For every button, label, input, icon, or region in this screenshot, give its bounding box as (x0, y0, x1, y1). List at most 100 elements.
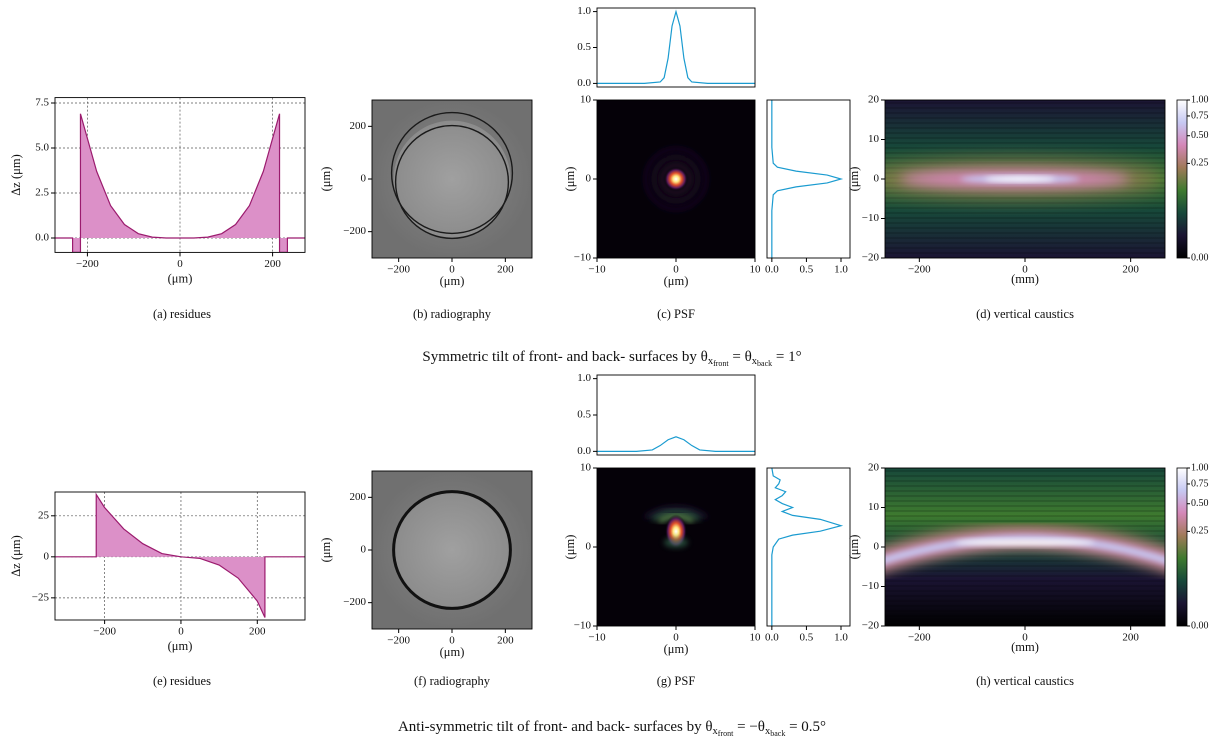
y-tick-label: 0 (874, 541, 880, 553)
colorbar-tick-label: 0.00 (1191, 252, 1209, 263)
y-tick-label: 25 (38, 509, 50, 521)
colorbar-tick-label: 0.00 (1191, 620, 1209, 631)
axes-frame (55, 492, 305, 620)
y-tick-label: −10 (862, 580, 880, 592)
y-tick-label: −20 (862, 620, 880, 632)
psf-halo (664, 537, 688, 547)
colorbar-tick-label: 0.50 (1191, 498, 1209, 509)
y-tick-label: 10 (868, 133, 880, 145)
panel-caption: (a) residues (153, 307, 211, 321)
y-tick-label: 0.0 (577, 445, 591, 457)
x-tick-label: −10 (588, 264, 606, 276)
y-tick-label: 20 (868, 462, 880, 474)
y-tick-label: 7.5 (35, 97, 49, 109)
caption-part: Symmetric tilt of front- and back- surfa… (422, 349, 707, 365)
y-tick-label: 0.5 (577, 41, 591, 53)
y-axis-label: Δz (μm) (9, 535, 23, 576)
x-tick-label: 1.0 (834, 632, 848, 644)
colorbar-tick-label: 0.75 (1191, 110, 1209, 121)
x-tick-label: 1.0 (834, 264, 848, 276)
y-tick-label: 20 (868, 94, 880, 106)
x-tick-label: −200 (908, 264, 931, 276)
x-axis-label: (mm) (1011, 640, 1039, 654)
y-tick-label: 200 (350, 120, 367, 132)
profile-line (772, 100, 841, 258)
profile-line (597, 437, 755, 452)
colorbar-tick-label: 1.00 (1191, 94, 1209, 105)
x-tick-label: −200 (93, 626, 116, 638)
x-tick-label: −200 (908, 632, 931, 644)
colorbar (1177, 100, 1187, 258)
x-axis-label: (μm) (168, 639, 193, 653)
x-tick-label: 200 (1122, 264, 1139, 276)
x-tick-label: −200 (387, 264, 410, 276)
x-tick-label: −10 (588, 632, 606, 644)
y-axis-label: (μm) (563, 535, 577, 560)
profile-frame (767, 100, 850, 258)
caustic-core (955, 540, 1095, 546)
y-axis-label: Δz (μm) (9, 154, 23, 195)
caption-part: back (757, 359, 772, 368)
y-tick-label: 200 (350, 491, 367, 503)
y-axis-label: (μm) (847, 535, 861, 560)
x-tick-label: 200 (249, 626, 266, 638)
x-tick-label: 0.5 (800, 632, 814, 644)
caustic-core (985, 177, 1055, 182)
caption-part: = θ (729, 349, 752, 365)
panel-caption: (c) PSF (657, 307, 695, 321)
y-tick-label: 10 (580, 462, 592, 474)
y-tick-label: −10 (862, 212, 880, 224)
y-tick-label: −20 (862, 252, 880, 264)
colorbar (1177, 468, 1187, 626)
line (55, 494, 305, 617)
area-fill (55, 494, 305, 617)
profile-frame (597, 375, 755, 455)
x-axis-label: (μm) (168, 271, 193, 285)
y-tick-label: −200 (343, 225, 366, 237)
y-tick-label: −200 (343, 596, 366, 608)
y-tick-label: 0 (586, 541, 592, 553)
y-tick-label: 0.5 (577, 409, 591, 421)
y-tick-label: 1.0 (577, 372, 591, 384)
profile-line (772, 468, 841, 626)
y-tick-label: 0.0 (35, 232, 49, 244)
row-caption: Symmetric tilt of front- and back- surfa… (422, 349, 801, 367)
caption-part: = −θ (733, 719, 765, 735)
colorbar-tick-label: 0.25 (1191, 158, 1209, 169)
x-tick-label: 0.0 (765, 264, 779, 276)
profile-frame (767, 468, 850, 626)
y-tick-label: 10 (868, 501, 880, 513)
y-tick-label: 10 (580, 94, 592, 106)
caption-part: front (718, 729, 734, 738)
y-axis-label: (μm) (319, 538, 333, 563)
x-tick-label: 0 (178, 626, 184, 638)
x-tick-label: 0.0 (765, 632, 779, 644)
x-tick-label: 200 (1122, 632, 1139, 644)
y-tick-label: −10 (574, 252, 592, 264)
x-tick-label: 0 (177, 258, 183, 270)
row-caption: Anti-symmetric tilt of front- and back- … (398, 719, 826, 737)
x-axis-label: (mm) (1011, 272, 1039, 286)
x-tick-label: 0.5 (800, 264, 814, 276)
y-axis-label: (μm) (563, 167, 577, 192)
x-axis-label: (μm) (440, 645, 465, 659)
caption-part: Anti-symmetric tilt of front- and back- … (398, 719, 713, 735)
y-tick-label: 0.0 (577, 77, 591, 89)
panel-caption: (h) vertical caustics (976, 674, 1074, 688)
y-tick-label: 0 (586, 173, 592, 185)
colorbar-tick-label: 0.25 (1191, 526, 1209, 537)
caption-part: front (713, 359, 729, 368)
psf-image (597, 468, 755, 626)
x-tick-label: 200 (497, 264, 514, 276)
psf-image (597, 100, 755, 258)
panel-caption: (g) PSF (657, 674, 696, 688)
caption-part: back (770, 729, 785, 738)
x-axis-label: (μm) (440, 274, 465, 288)
y-tick-label: 0 (44, 550, 50, 562)
psf-spot (664, 167, 688, 191)
x-tick-label: −200 (76, 258, 99, 270)
x-axis-label: (μm) (664, 274, 689, 288)
x-tick-label: 200 (497, 635, 514, 647)
panel-caption: (f) radiography (414, 674, 491, 688)
profile-frame (597, 8, 755, 87)
